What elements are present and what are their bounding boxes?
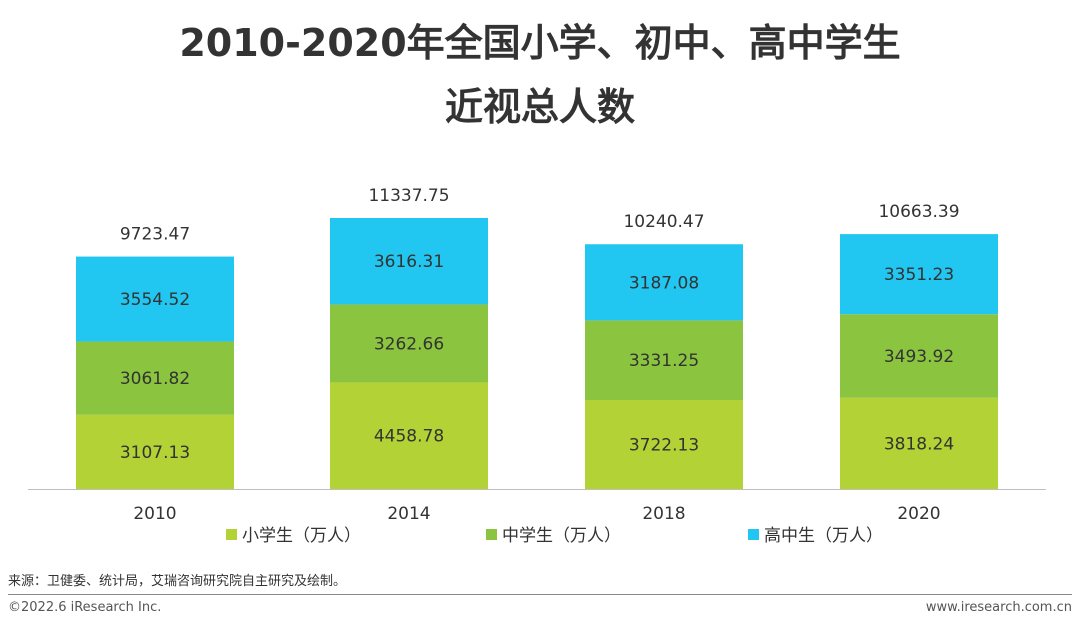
- x-tick-label: 2014: [387, 504, 430, 524]
- legend-label: 高中生（万人）: [764, 526, 883, 546]
- legend-swatch: [486, 529, 497, 540]
- bar-segment: [76, 414, 234, 489]
- bar-segment: [330, 218, 488, 305]
- legend-swatch: [748, 529, 759, 540]
- data-label: 3331.25: [629, 351, 699, 371]
- chart-title-line2: 近视总人数: [444, 85, 635, 129]
- copyright-text: ©2022.6 iResearch Inc.: [8, 600, 162, 615]
- data-label: 3818.24: [884, 434, 954, 454]
- website-link[interactable]: www.iresearch.com.cn: [925, 600, 1072, 615]
- data-label: 3493.92: [884, 347, 954, 367]
- legend-label: 中学生（万人）: [502, 526, 621, 546]
- legend-swatch: [226, 529, 237, 540]
- x-tick-label: 2018: [642, 504, 685, 524]
- bar-segment: [840, 314, 998, 398]
- total-label: 10663.39: [878, 202, 959, 222]
- data-label: 4458.78: [374, 427, 444, 447]
- bar-segment: [76, 256, 234, 342]
- source-note: 来源：卫健委、统计局，艾瑞咨询研究院自主研究及绘制。: [8, 574, 347, 589]
- chart-title: 2010-2020年全国小学、初中、高中学生: [179, 21, 901, 65]
- x-tick-label: 2020: [897, 504, 940, 524]
- data-label: 3722.13: [629, 436, 699, 456]
- bar-segment: [840, 234, 998, 315]
- bar-segment: [76, 341, 234, 415]
- data-label: 3351.23: [884, 265, 954, 285]
- data-label: 3107.13: [120, 443, 190, 463]
- bar-segment: [585, 244, 743, 321]
- data-label: 3061.82: [120, 369, 190, 389]
- total-label: 10240.47: [623, 212, 704, 232]
- total-label: 9723.47: [120, 225, 190, 245]
- bar-segment: [585, 320, 743, 401]
- bar-segment: [840, 397, 998, 489]
- data-label: 3554.52: [120, 290, 190, 310]
- bar-segment: [330, 382, 488, 489]
- total-label: 11337.75: [368, 186, 449, 206]
- footer-divider: [8, 594, 1072, 595]
- x-tick-label: 2010: [133, 504, 176, 524]
- bar-segment: [585, 400, 743, 489]
- bar-segment: [330, 304, 488, 383]
- data-label: 3187.08: [629, 273, 699, 293]
- legend-label: 小学生（万人）: [242, 526, 361, 546]
- data-label: 3262.66: [374, 334, 444, 354]
- data-label: 3616.31: [374, 252, 444, 272]
